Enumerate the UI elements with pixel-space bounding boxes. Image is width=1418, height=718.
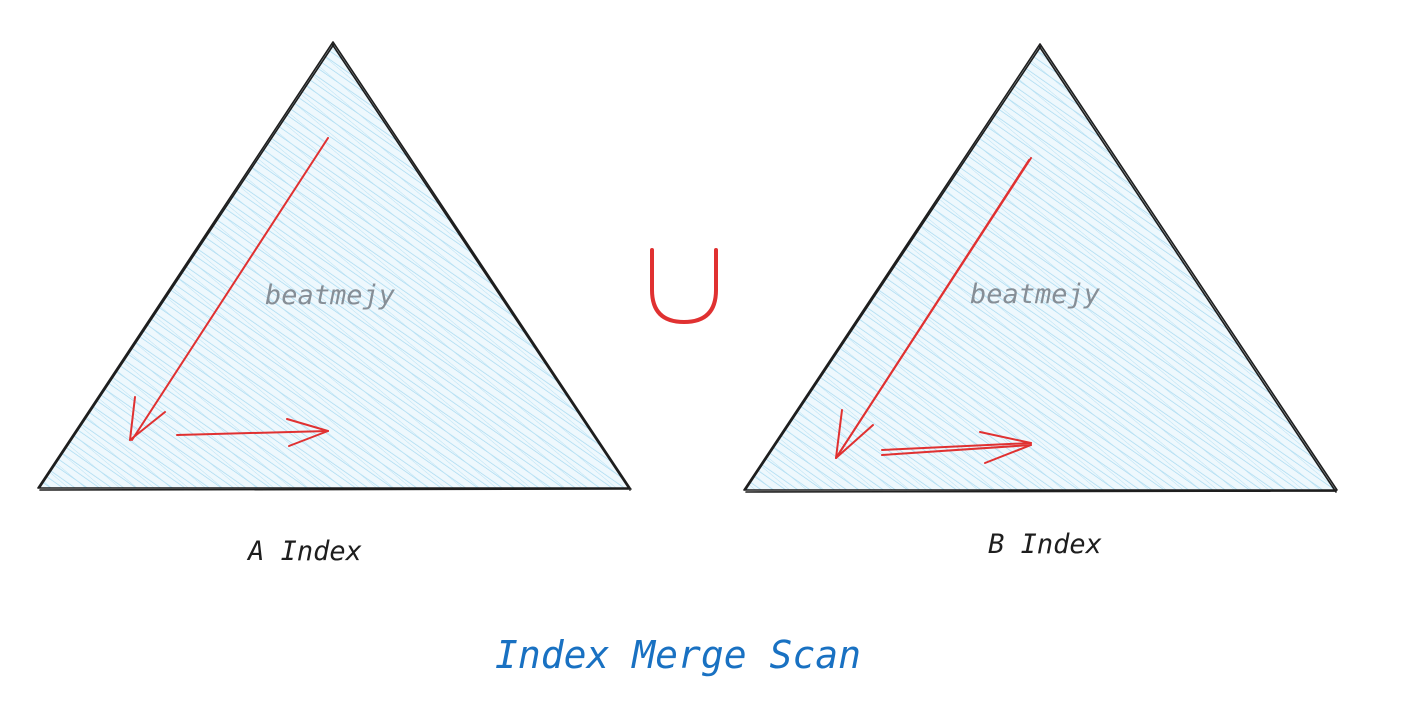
b-index-watermark: beatmejy [970,279,1101,310]
a-index-scan-arrow [176,418,329,447]
union-operator: ∪ [650,248,718,325]
b-index-descend-arrow [835,157,1032,459]
union-symbol [650,248,718,325]
b-index-tree: beatmejy [743,43,1338,493]
b-index-scan-arrow [881,431,1032,464]
a-index-watermark: beatmejy [265,280,396,311]
b-index-label: B Index [988,529,1102,560]
a-index-label: A Index [246,536,362,567]
b-index-triangle-outline [743,43,1338,493]
a-index-triangle-hatch-2 [38,42,630,488]
a-index-descend-arrow [129,137,329,441]
b-index-triangle-hatch-2 [744,44,1337,490]
a-index-triangle-outline [37,41,632,491]
diagram-title: Index Merge Scan [495,633,861,677]
a-index-tree: beatmejy [37,41,632,491]
